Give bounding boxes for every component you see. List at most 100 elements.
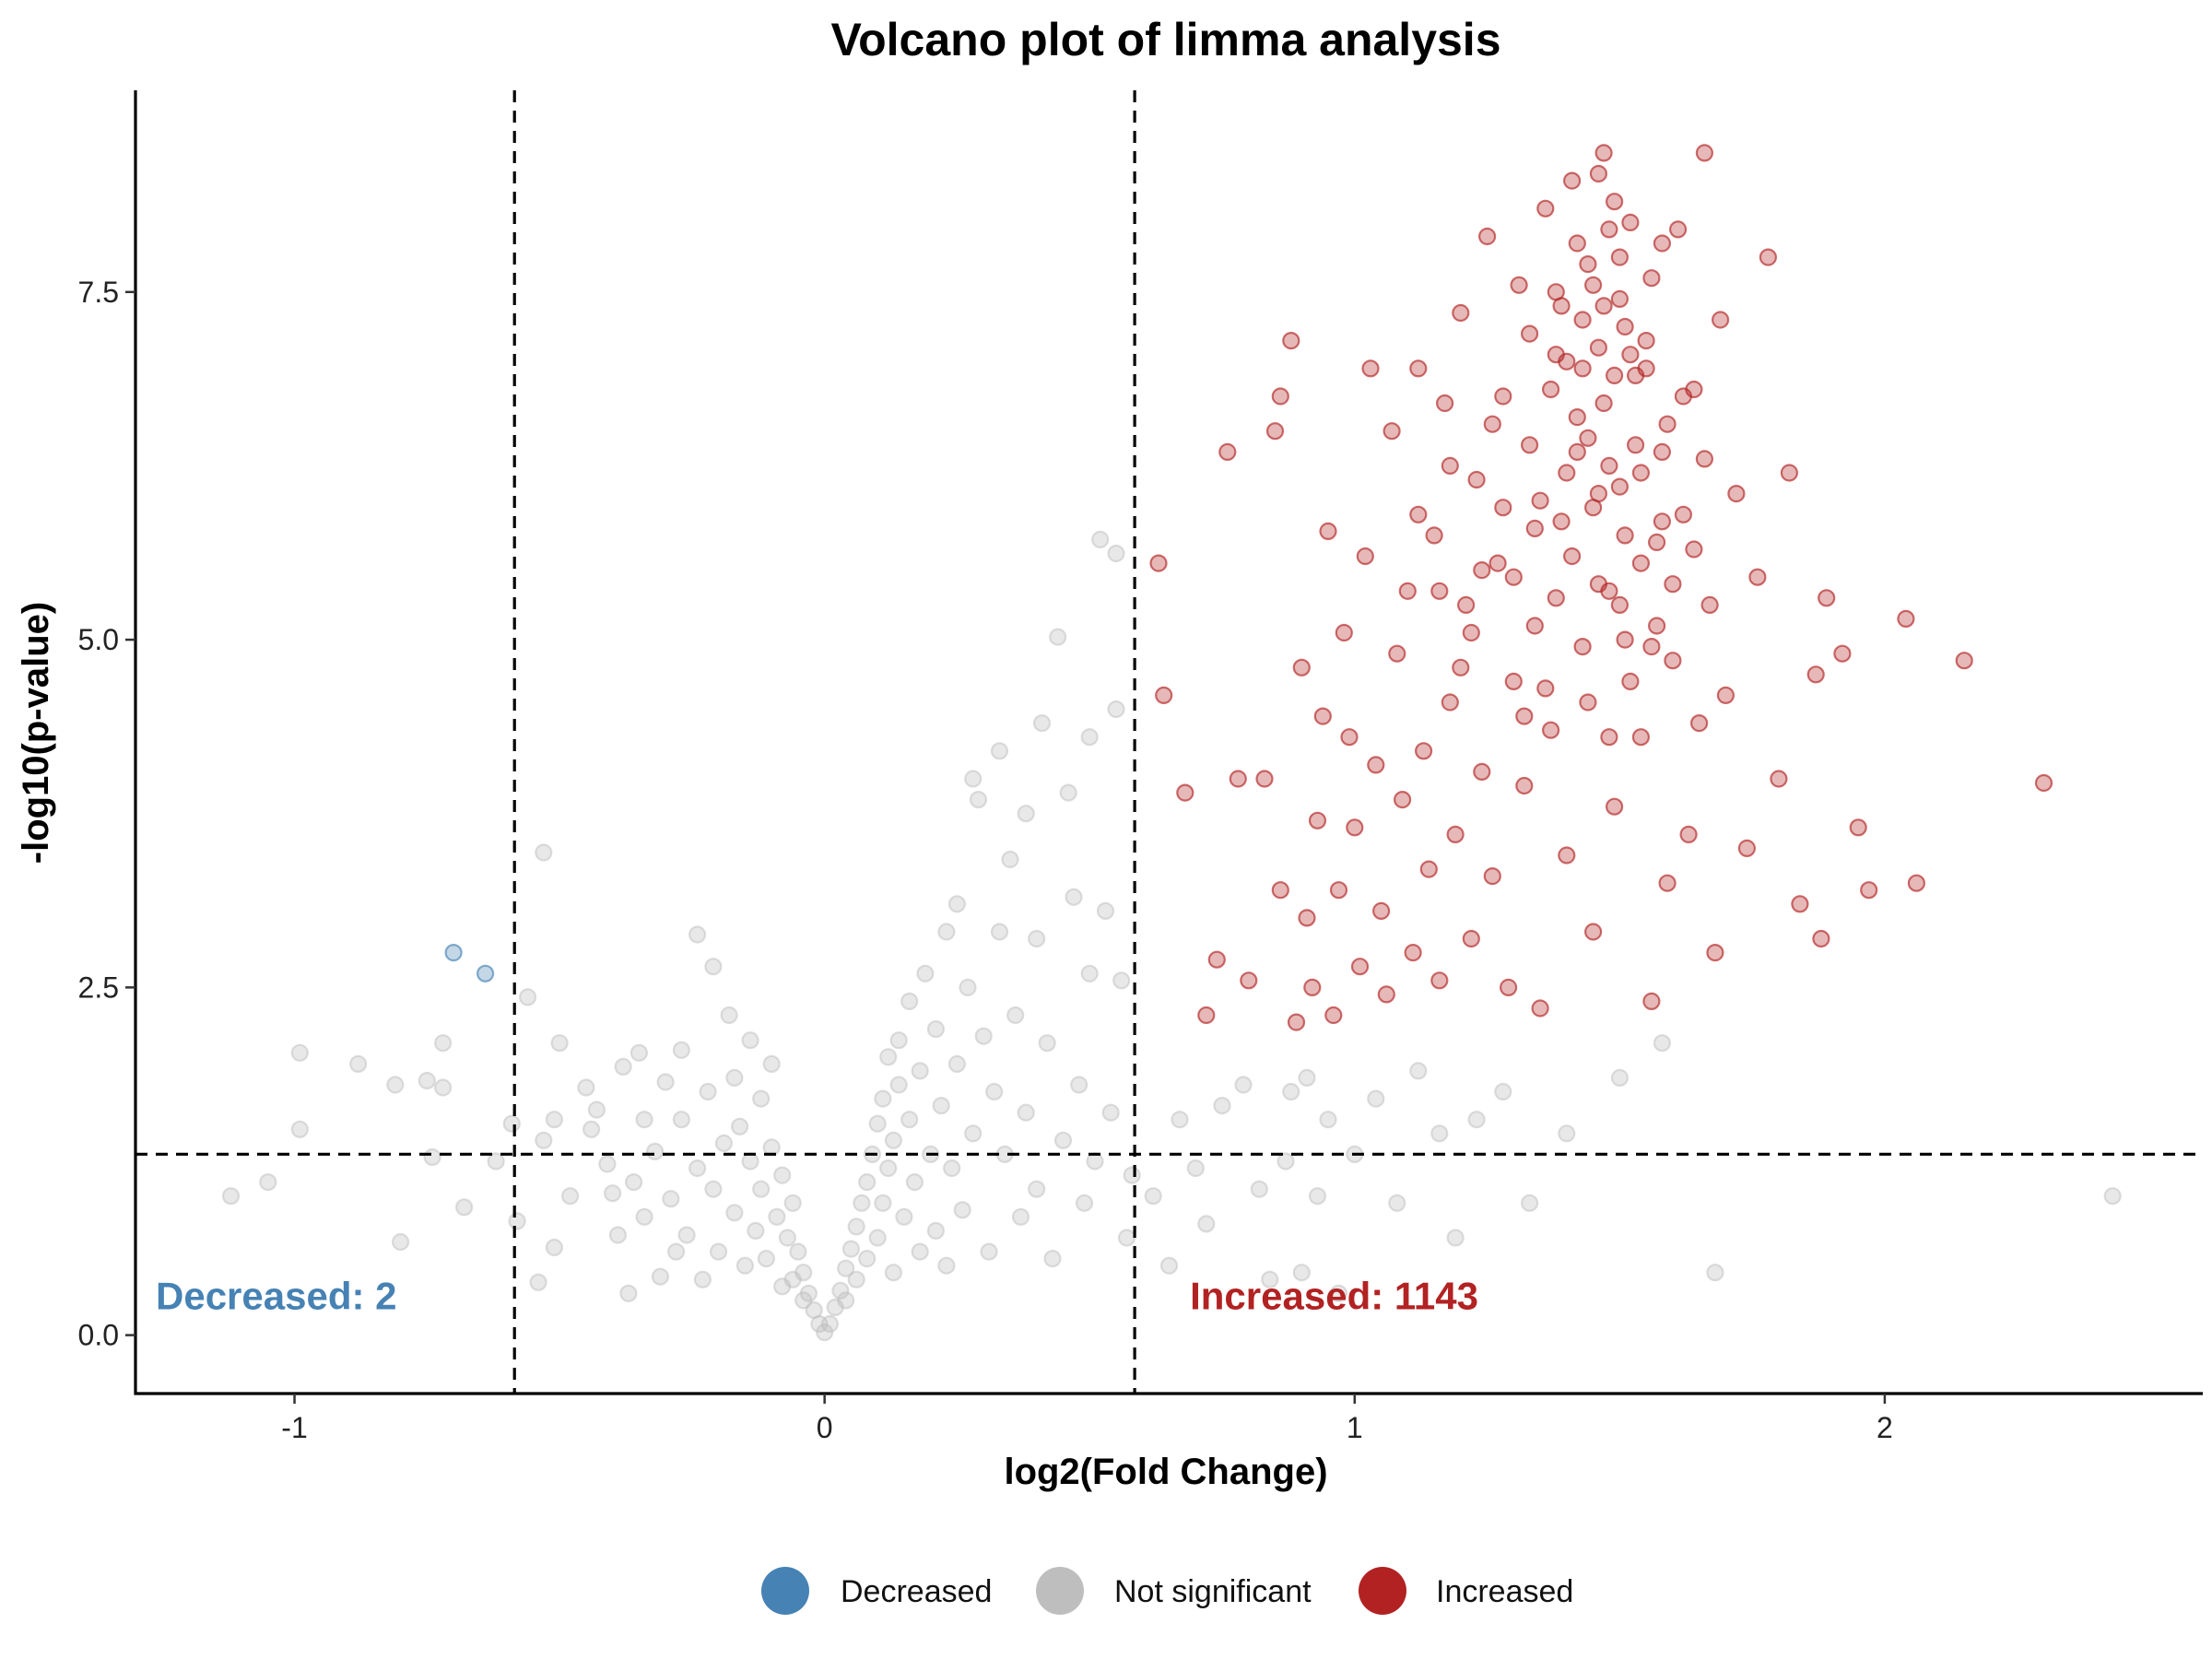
point-increased — [1452, 658, 1470, 677]
point-increased — [1367, 756, 1385, 774]
point-not-significant — [847, 1218, 865, 1236]
point-not-significant — [582, 1120, 601, 1138]
point-not-significant — [455, 1198, 474, 1217]
point-not-significant — [1329, 1284, 1348, 1302]
point-increased — [1594, 394, 1613, 413]
point-not-significant — [947, 1054, 967, 1074]
y-tick-label: 5.0 — [78, 623, 119, 656]
point-increased — [1621, 672, 1640, 691]
point-increased — [1616, 526, 1634, 545]
point-not-significant — [757, 1249, 776, 1268]
point-not-significant — [974, 1027, 993, 1045]
point-increased — [1605, 193, 1624, 211]
point-not-significant — [392, 1232, 410, 1252]
point-not-significant — [598, 1155, 617, 1173]
point-increased — [1303, 978, 1322, 997]
point-increased — [1547, 589, 1565, 607]
point-not-significant — [290, 1120, 309, 1138]
point-not-significant — [1059, 783, 1077, 802]
point-not-significant — [884, 1131, 903, 1149]
point-increased — [1600, 220, 1618, 239]
point-increased — [1536, 679, 1555, 698]
point-increased — [1547, 283, 1565, 301]
point-increased — [1558, 464, 1576, 482]
point-increased — [1473, 560, 1491, 580]
point-not-significant — [1011, 1207, 1030, 1226]
point-not-significant — [1298, 1068, 1316, 1088]
point-increased — [1536, 199, 1555, 218]
point-increased — [1282, 332, 1300, 350]
point-not-significant — [1282, 1082, 1300, 1101]
point-not-significant — [608, 1226, 628, 1244]
point-not-significant — [1610, 1068, 1630, 1088]
point-not-significant — [259, 1172, 277, 1192]
point-not-significant — [545, 1238, 564, 1257]
point-not-significant — [964, 770, 982, 788]
point-not-significant — [535, 843, 553, 862]
point-increased — [1435, 394, 1454, 413]
point-increased — [1494, 387, 1512, 406]
point-not-significant — [1319, 1111, 1337, 1129]
y-axis-title: -log10(p-value) — [16, 602, 56, 864]
point-increased — [1308, 811, 1327, 830]
point-increased — [1589, 338, 1608, 357]
point-not-significant — [619, 1284, 638, 1302]
point-not-significant — [290, 1043, 309, 1062]
point-not-significant — [1017, 1103, 1035, 1122]
point-increased — [1292, 658, 1311, 677]
legend-label: Increased — [1436, 1574, 1573, 1609]
point-not-significant — [1430, 1124, 1449, 1143]
point-increased — [1573, 311, 1592, 329]
point-increased — [1579, 429, 1597, 447]
point-not-significant — [879, 1159, 898, 1178]
point-increased — [1473, 762, 1491, 782]
point-increased — [1573, 637, 1592, 656]
point-not-significant — [837, 1291, 855, 1310]
point-not-significant — [943, 1159, 961, 1178]
point-not-significant — [603, 1184, 622, 1203]
point-increased — [1658, 415, 1677, 433]
point-increased — [1605, 366, 1624, 384]
point-not-significant — [725, 1204, 744, 1222]
legend-item-not-significant: Not significant — [1036, 1567, 1312, 1615]
point-increased — [1695, 450, 1714, 468]
point-not-significant — [677, 1226, 696, 1244]
point-not-significant — [529, 1273, 547, 1291]
point-increased — [1155, 686, 1173, 705]
point-not-significant — [905, 1172, 924, 1192]
point-not-significant — [799, 1284, 818, 1302]
point-not-significant — [1075, 1194, 1094, 1212]
point-not-significant — [980, 1242, 998, 1261]
point-not-significant — [789, 1242, 807, 1261]
point-not-significant — [911, 1062, 929, 1080]
point-increased — [1287, 1013, 1306, 1031]
point-increased — [1568, 234, 1586, 253]
point-not-significant — [926, 1221, 946, 1241]
point-increased — [1626, 436, 1645, 454]
point-not-significant — [624, 1172, 643, 1192]
point-increased — [1430, 971, 1449, 990]
point-increased — [1770, 770, 1788, 788]
point-not-significant — [720, 1006, 738, 1025]
legend-item-decreased: Decreased — [761, 1567, 992, 1615]
point-not-significant — [434, 1078, 453, 1097]
point-not-significant — [730, 1117, 749, 1135]
point-increased — [1452, 303, 1470, 323]
point-not-significant — [1091, 530, 1110, 549]
point-increased — [1589, 484, 1608, 503]
point-not-significant — [1032, 713, 1052, 733]
point-increased — [1446, 825, 1465, 844]
point-not-significant — [1197, 1215, 1216, 1233]
axes-layer: -1 0 1 2 0.0 2.5 5.0 7.5 — [78, 90, 2203, 1444]
point-increased — [1685, 540, 1703, 559]
point-increased — [1456, 595, 1476, 615]
legend-item-increased: Increased — [1359, 1567, 1573, 1615]
point-increased — [1313, 707, 1332, 725]
point-not-significant — [773, 1166, 792, 1184]
point-increased — [1583, 923, 1603, 941]
point-increased — [1579, 255, 1597, 274]
point-not-significant — [762, 1054, 781, 1074]
point-increased — [1425, 526, 1443, 545]
point-increased — [1377, 985, 1395, 1004]
point-increased — [1477, 227, 1497, 246]
